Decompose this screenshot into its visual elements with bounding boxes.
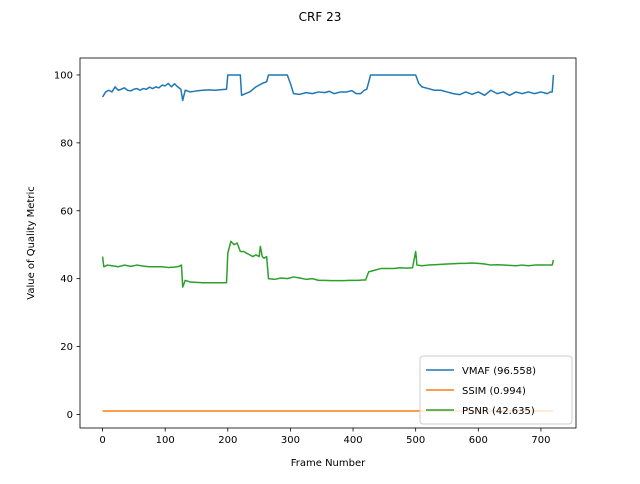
- x-tick-label: 0: [99, 435, 105, 446]
- x-axis-label: Frame Number: [291, 458, 366, 469]
- x-tick-label: 100: [156, 435, 175, 446]
- series-line-1: [101, 74, 555, 102]
- legend-label: VMAF (96.558): [462, 366, 536, 377]
- y-tick-label: 20: [60, 342, 73, 353]
- y-tick-label: 60: [60, 206, 73, 217]
- legend: VMAF (96.558) SSIM (0.994) PSNR (42.635): [419, 355, 573, 425]
- legend-box: [419, 355, 573, 425]
- chart-title: CRF 23: [299, 10, 342, 24]
- series-line-3: [101, 240, 555, 288]
- x-tick-label: 300: [281, 435, 300, 446]
- x-tick-label: 400: [344, 435, 363, 446]
- y-tick-label: 80: [60, 138, 73, 149]
- y-tick-label: 100: [54, 70, 73, 81]
- x-tick-label: 700: [531, 435, 550, 446]
- y-axis-label: Value of Quality Metric: [26, 186, 37, 299]
- y-tick-label: 0: [67, 410, 73, 421]
- x-tick-label: 500: [406, 435, 425, 446]
- y-tick-label: 40: [60, 274, 73, 285]
- legend-label: SSIM (0.994): [462, 386, 526, 397]
- plot-area: [79, 57, 577, 429]
- y-axis-ticks: 0 20 40 60 80 100: [54, 70, 80, 421]
- x-tick-label: 600: [469, 435, 488, 446]
- legend-label: PSNR (42.635): [462, 406, 535, 417]
- x-tick-label: 200: [218, 435, 237, 446]
- x-axis-ticks: 0 100 200 300 400 500 600 700: [99, 428, 550, 446]
